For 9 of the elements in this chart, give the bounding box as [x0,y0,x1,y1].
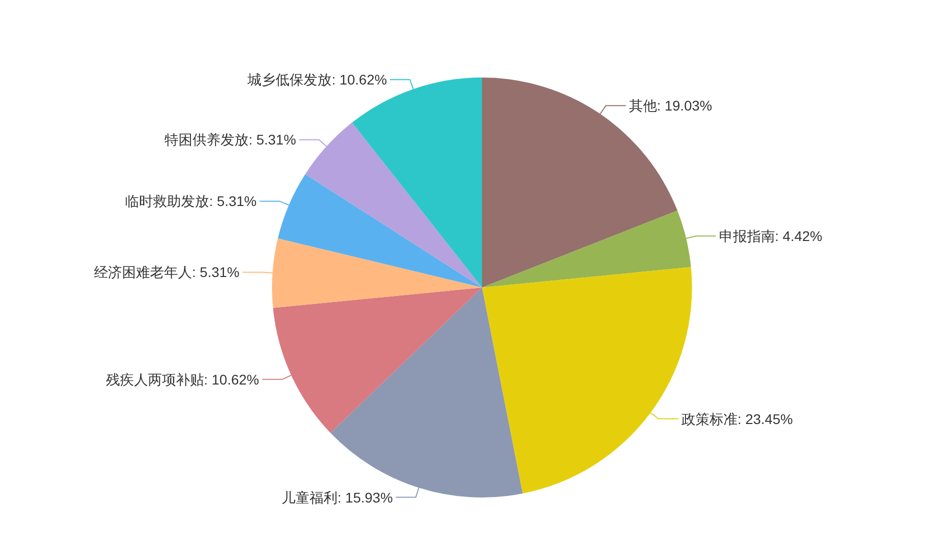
slice-label: 申报指南: 4.42% [718,228,822,244]
slice-label: 经济困难老年人: 5.31% [94,264,240,280]
slice-label: 临时救助发放: 5.31% [125,193,257,210]
slice-label: 其他: 19.03% [628,98,712,114]
slice-label: 特困供养发放: 5.31% [164,132,296,148]
slice-label: 政策标准: 23.45% [682,410,793,427]
slice-label: 残疾人两项补贴: 10.62% [106,371,260,388]
slice-label: 儿童福利: 15.93% [282,489,393,506]
slice-label: 城乡低保发放: 10.62% [246,72,387,88]
